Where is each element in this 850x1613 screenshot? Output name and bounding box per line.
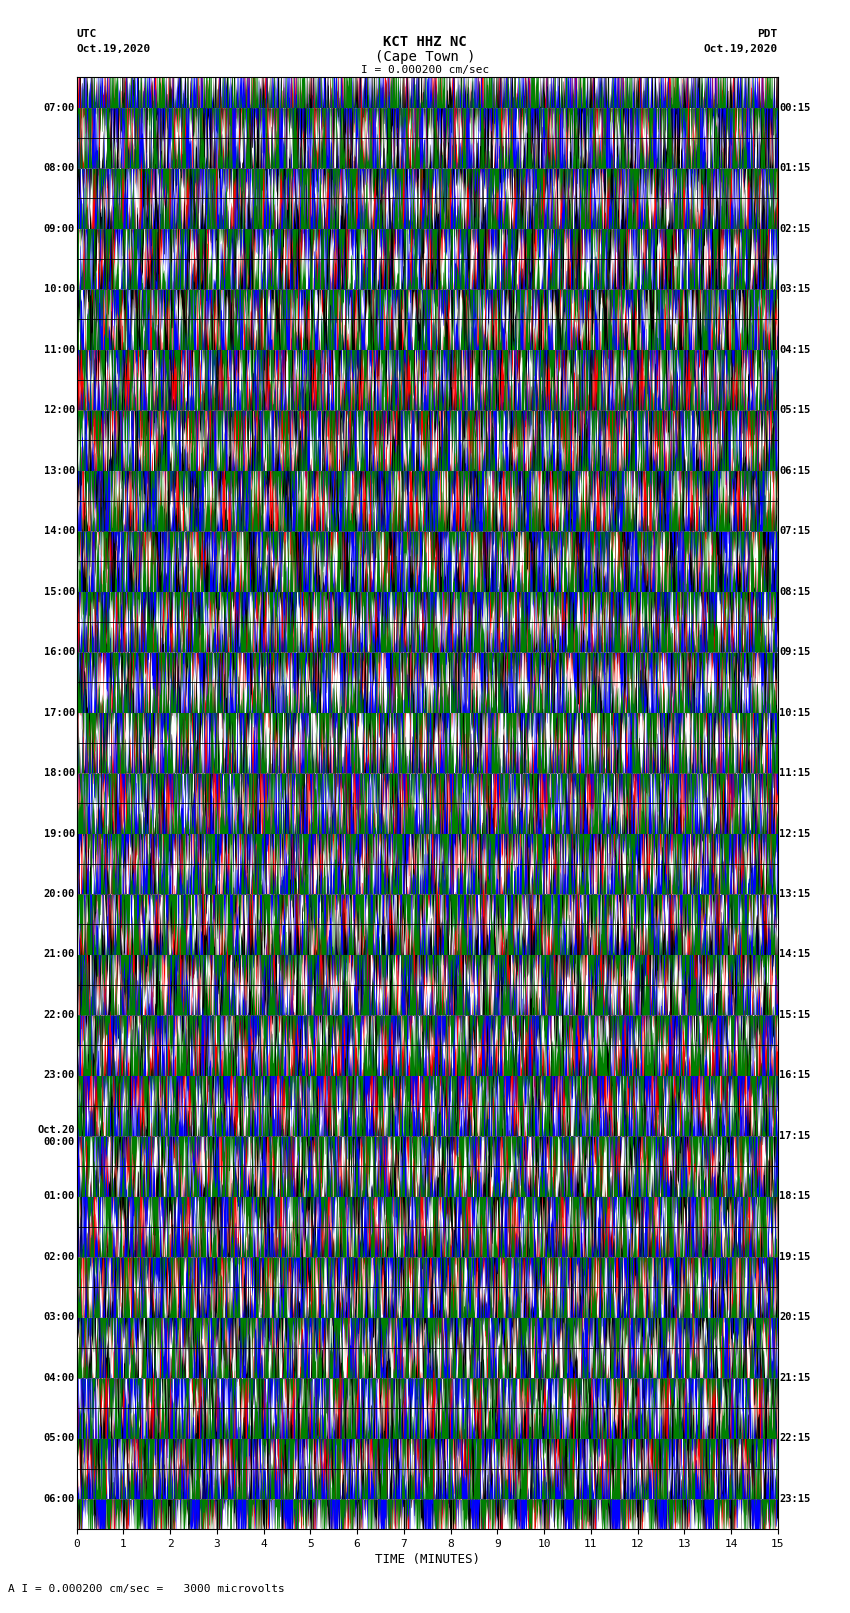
- Text: (Cape Town ): (Cape Town ): [375, 50, 475, 65]
- Text: 03:15: 03:15: [779, 284, 810, 294]
- Text: 04:15: 04:15: [779, 345, 810, 355]
- Text: 08:15: 08:15: [779, 587, 810, 597]
- Text: 01:00: 01:00: [44, 1192, 75, 1202]
- Text: 09:15: 09:15: [779, 647, 810, 656]
- Text: 02:15: 02:15: [779, 224, 810, 234]
- Text: 19:00: 19:00: [44, 829, 75, 839]
- Text: 06:15: 06:15: [779, 466, 810, 476]
- Text: 04:00: 04:00: [44, 1373, 75, 1382]
- Text: 01:15: 01:15: [779, 163, 810, 173]
- Text: 11:00: 11:00: [44, 345, 75, 355]
- Text: 10:15: 10:15: [779, 708, 810, 718]
- Text: 18:00: 18:00: [44, 768, 75, 777]
- Text: 17:15: 17:15: [779, 1131, 810, 1140]
- Text: 00:15: 00:15: [779, 103, 810, 113]
- Text: 07:00: 07:00: [44, 103, 75, 113]
- Text: 20:00: 20:00: [44, 889, 75, 898]
- Text: 06:00: 06:00: [44, 1494, 75, 1503]
- Text: 12:00: 12:00: [44, 405, 75, 415]
- Text: 02:00: 02:00: [44, 1252, 75, 1261]
- Text: 11:15: 11:15: [779, 768, 810, 777]
- Text: 19:15: 19:15: [779, 1252, 810, 1261]
- Text: 21:00: 21:00: [44, 950, 75, 960]
- Text: 07:15: 07:15: [779, 526, 810, 536]
- Text: 09:00: 09:00: [44, 224, 75, 234]
- Text: Oct.20
00:00: Oct.20 00:00: [37, 1126, 75, 1147]
- Text: 16:15: 16:15: [779, 1071, 810, 1081]
- Text: Oct.19,2020: Oct.19,2020: [704, 44, 778, 53]
- Text: 14:00: 14:00: [44, 526, 75, 536]
- Text: 16:00: 16:00: [44, 647, 75, 656]
- Text: 13:00: 13:00: [44, 466, 75, 476]
- Text: 17:00: 17:00: [44, 708, 75, 718]
- Text: 22:15: 22:15: [779, 1434, 810, 1444]
- Text: I = 0.000200 cm/sec: I = 0.000200 cm/sec: [361, 65, 489, 74]
- Text: 05:15: 05:15: [779, 405, 810, 415]
- Text: 23:00: 23:00: [44, 1071, 75, 1081]
- Text: KCT HHZ NC: KCT HHZ NC: [383, 35, 467, 50]
- Text: 21:15: 21:15: [779, 1373, 810, 1382]
- Text: 14:15: 14:15: [779, 950, 810, 960]
- Text: 22:00: 22:00: [44, 1010, 75, 1019]
- Text: Oct.19,2020: Oct.19,2020: [76, 44, 150, 53]
- Text: 12:15: 12:15: [779, 829, 810, 839]
- X-axis label: TIME (MINUTES): TIME (MINUTES): [375, 1553, 479, 1566]
- Text: 15:15: 15:15: [779, 1010, 810, 1019]
- Text: 18:15: 18:15: [779, 1192, 810, 1202]
- Text: 13:15: 13:15: [779, 889, 810, 898]
- Text: 05:00: 05:00: [44, 1434, 75, 1444]
- Text: 20:15: 20:15: [779, 1313, 810, 1323]
- Text: 10:00: 10:00: [44, 284, 75, 294]
- Text: PDT: PDT: [757, 29, 778, 39]
- Text: 15:00: 15:00: [44, 587, 75, 597]
- Text: UTC: UTC: [76, 29, 97, 39]
- Text: 03:00: 03:00: [44, 1313, 75, 1323]
- Text: A I = 0.000200 cm/sec =   3000 microvolts: A I = 0.000200 cm/sec = 3000 microvolts: [8, 1584, 286, 1594]
- Text: 23:15: 23:15: [779, 1494, 810, 1503]
- Text: 08:00: 08:00: [44, 163, 75, 173]
